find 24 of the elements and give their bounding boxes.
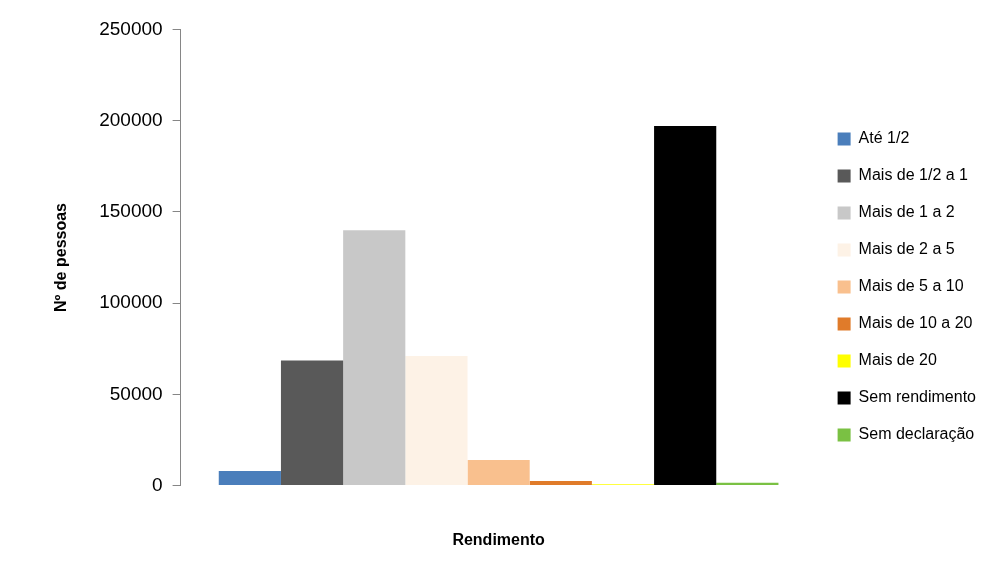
- bar: [529, 481, 592, 486]
- legend-label: Sem declaração: [858, 425, 975, 443]
- y-tick-label: 150000: [99, 200, 163, 222]
- legend-label: Sem rendimento: [858, 388, 977, 406]
- legend-label: Mais de 10 a 20: [858, 314, 973, 332]
- legend-label: Mais de 2 a 5: [858, 240, 955, 258]
- y-tick-label: 50000: [109, 382, 163, 404]
- bar: [654, 126, 717, 486]
- legend-label: Até 1/2: [858, 129, 910, 147]
- y-tick-label: 100000: [99, 291, 163, 313]
- legend-label: Mais de 1/2 a 1: [858, 166, 969, 184]
- y-axis-title: Nº de pessoas: [52, 202, 70, 312]
- y-tick-label: 250000: [99, 17, 163, 39]
- bar: [405, 356, 468, 486]
- bar: [343, 230, 406, 486]
- x-axis-title: Rendimento: [452, 530, 546, 548]
- bar: [218, 471, 281, 486]
- bar: [280, 360, 344, 486]
- legend-label: Mais de 5 a 10: [858, 277, 964, 295]
- y-tick-label: 0: [152, 473, 163, 495]
- bar: [467, 460, 530, 486]
- legend-label: Mais de 20: [858, 351, 937, 369]
- y-tick-label: 200000: [99, 108, 163, 130]
- legend-label: Mais de 1 a 2: [858, 203, 955, 221]
